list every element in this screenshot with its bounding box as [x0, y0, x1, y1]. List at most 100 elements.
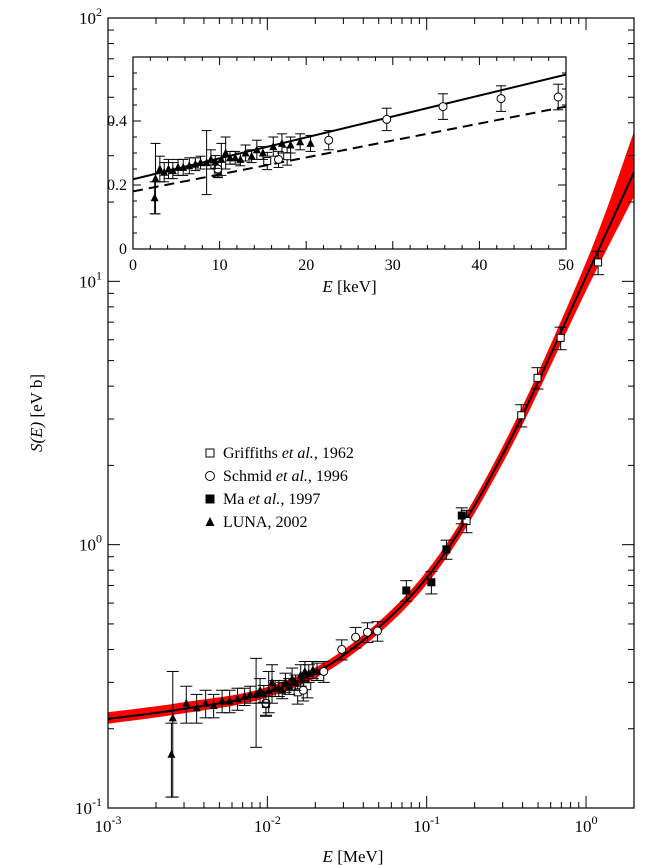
y-tick-base: 10 [75, 799, 92, 818]
inset-data-point [247, 151, 256, 160]
data-point [233, 694, 242, 703]
y-tick-exp: 2 [96, 5, 102, 19]
data-point [337, 644, 347, 654]
x-tick-label: 10-2 [254, 813, 281, 836]
inset-data-point [206, 154, 215, 163]
data-point [457, 511, 466, 520]
x-tick-label: 10-1 [413, 813, 440, 836]
y-tick-label: 100 [79, 532, 102, 555]
data-point [402, 586, 411, 595]
inset-data-point [150, 193, 159, 202]
data-point [246, 689, 255, 698]
inset-data-point [273, 154, 283, 164]
data-point [533, 373, 542, 382]
data-point [225, 696, 234, 705]
inset-data-point [211, 157, 220, 166]
data-point [256, 685, 265, 694]
inset-data-point [263, 157, 272, 165]
inset-x-tick-label: 30 [385, 257, 401, 274]
y-tick-exp: -1 [92, 795, 102, 809]
inset-data-point [496, 94, 506, 104]
data-point [167, 749, 176, 758]
data-point [182, 698, 191, 707]
y-tick-label: 102 [79, 5, 102, 28]
legend-name: LUNA, 2002 [223, 514, 307, 531]
inset-y-tick-label: 0.2 [107, 177, 127, 194]
legend-marker [205, 517, 215, 526]
inset-data-point [258, 148, 267, 157]
inset-data-point [241, 148, 250, 157]
inset-series-filled-triangle [149, 130, 316, 215]
x-tick-exp: -1 [430, 813, 440, 827]
data-point [201, 698, 210, 707]
inset-data-point [283, 152, 292, 161]
x-tick-exp: -3 [112, 813, 122, 827]
inset-x-tick-label: 10 [212, 257, 228, 274]
inset-x-tick-label: 40 [471, 257, 487, 274]
legend-year: , 1997 [280, 491, 320, 508]
x-tick-exp: 0 [592, 813, 598, 827]
inset-plot: 0 10 20 30 40 50 0 0.2 0.4 E [keV] [107, 56, 574, 296]
data-point [313, 666, 322, 675]
legend-label: LUNA, 2002 [223, 514, 307, 531]
inset-x-tick-label: 20 [298, 257, 314, 274]
data-point [517, 411, 526, 420]
inset-data-point [296, 137, 305, 146]
y-axis-var: S(E) [27, 421, 46, 452]
data-point [351, 632, 361, 642]
data-point [556, 333, 565, 342]
inset-x-axis-unit: [keV] [333, 277, 377, 296]
x-tick-label: 10-3 [95, 813, 122, 836]
inset-data-point [174, 162, 183, 171]
inset-x-tick-label: 50 [558, 257, 574, 274]
data-point [168, 713, 177, 722]
y-tick-exp: 0 [96, 532, 102, 546]
inset-x-axis-title: E [keV] [321, 277, 376, 296]
inset-data-point [252, 145, 261, 154]
data-point [278, 685, 287, 694]
x-tick-base: 10 [95, 817, 112, 836]
inset-data-point [155, 164, 164, 173]
inset-data-point [164, 164, 173, 173]
y-tick-label: 10-1 [75, 795, 102, 818]
inset-data-point [179, 162, 188, 171]
inset-data-point [306, 138, 315, 147]
data-point [308, 665, 317, 674]
x-tick-exp: -2 [271, 813, 281, 827]
y-tick-base: 10 [79, 9, 96, 28]
data-point [264, 685, 273, 694]
inset-data-point [277, 138, 286, 147]
inset-data-point [160, 167, 169, 176]
inset-data-point [269, 142, 278, 151]
inset-data-point [196, 158, 205, 167]
x-tick-base: 10 [254, 817, 271, 836]
y-tick-label: 101 [79, 268, 102, 291]
inset-data-point [151, 174, 160, 183]
inset-dashed-line [133, 105, 566, 193]
data-point [218, 696, 227, 705]
x-axis-title: E [MeV] [322, 847, 384, 865]
inset-y-tick-label: 0.4 [107, 113, 127, 130]
data-point [288, 674, 297, 683]
x-tick-label: 100 [575, 813, 598, 836]
inset-x-tick-label: 0 [129, 257, 137, 274]
inset-data-point [231, 153, 240, 162]
legend-label: Schmid et al., 1996 [223, 468, 348, 485]
inset-y-tick-label: 0 [119, 241, 127, 258]
y-tick-exp: 1 [96, 268, 102, 282]
data-point [259, 689, 268, 698]
data-point [209, 701, 218, 710]
x-tick-base: 10 [575, 817, 592, 836]
legend-marker [205, 494, 215, 504]
inset-data-point [382, 114, 392, 124]
series-filled-triangle [165, 657, 324, 798]
y-tick-base: 10 [79, 272, 96, 291]
series-filled-square [400, 507, 468, 602]
inset-data-point [553, 92, 563, 102]
legend-name: Schmid [223, 468, 272, 485]
series-open-circle [259, 621, 384, 716]
legend-marker [205, 448, 215, 458]
legend-label: Ma et al., 1997 [223, 491, 320, 508]
